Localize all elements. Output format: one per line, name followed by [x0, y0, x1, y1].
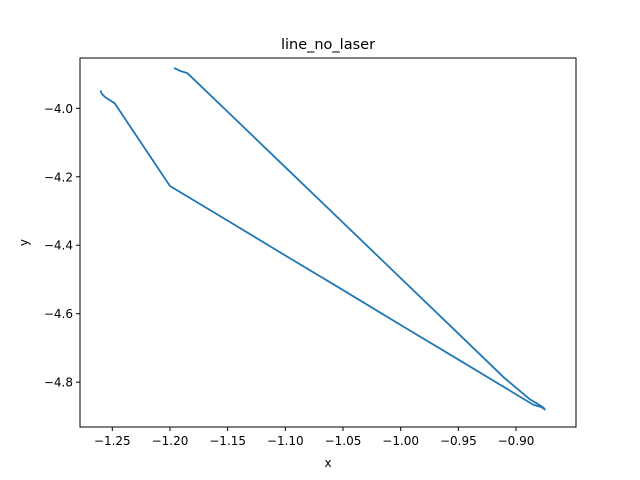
- x-tick-label: −0.90: [498, 434, 535, 448]
- y-tick-label: −4.2: [44, 170, 73, 184]
- y-tick-label: −4.6: [44, 307, 73, 321]
- y-tick-label: −4.8: [44, 376, 73, 390]
- y-tick-label: −4.4: [44, 239, 73, 253]
- x-tick-label: −0.95: [440, 434, 477, 448]
- x-axis: −1.25 −1.20 −1.15 −1.10 −1.05 −1.00 −0.95 −0.90: [94, 427, 535, 448]
- y-axis-label: y: [17, 239, 31, 246]
- x-tick-label: −1.00: [382, 434, 419, 448]
- axes-frame: [79, 57, 577, 428]
- x-tick-label: −1.15: [209, 434, 246, 448]
- y-tick-label: −4.0: [44, 102, 73, 116]
- chart-title: line_no_laser: [281, 37, 375, 53]
- x-tick-label: −1.20: [152, 434, 189, 448]
- y-axis: −4.0 −4.2 −4.4 −4.6 −4.8: [44, 102, 80, 390]
- x-tick-label: −1.10: [267, 434, 304, 448]
- x-axis-label: x: [324, 456, 331, 470]
- x-tick-label: −1.25: [94, 434, 131, 448]
- x-tick-label: −1.05: [325, 434, 362, 448]
- series-line: [99, 67, 546, 411]
- plot-area: [99, 67, 546, 411]
